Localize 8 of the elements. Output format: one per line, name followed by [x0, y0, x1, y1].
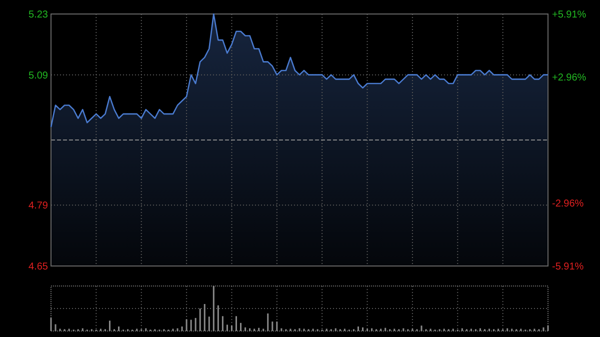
- y2-tick-label: +2.96%: [552, 72, 586, 84]
- y2-tick-label: -5.91%: [552, 262, 584, 272]
- y-tick-label: 5.09: [28, 70, 48, 82]
- y-tick-label: 4.79: [28, 200, 48, 212]
- y2-tick-label: +5.91%: [552, 10, 586, 20]
- y2-tick-label: -2.96%: [552, 198, 584, 210]
- y-tick-label: 5.23: [28, 10, 48, 20]
- y-tick-label: 4.65: [28, 262, 48, 272]
